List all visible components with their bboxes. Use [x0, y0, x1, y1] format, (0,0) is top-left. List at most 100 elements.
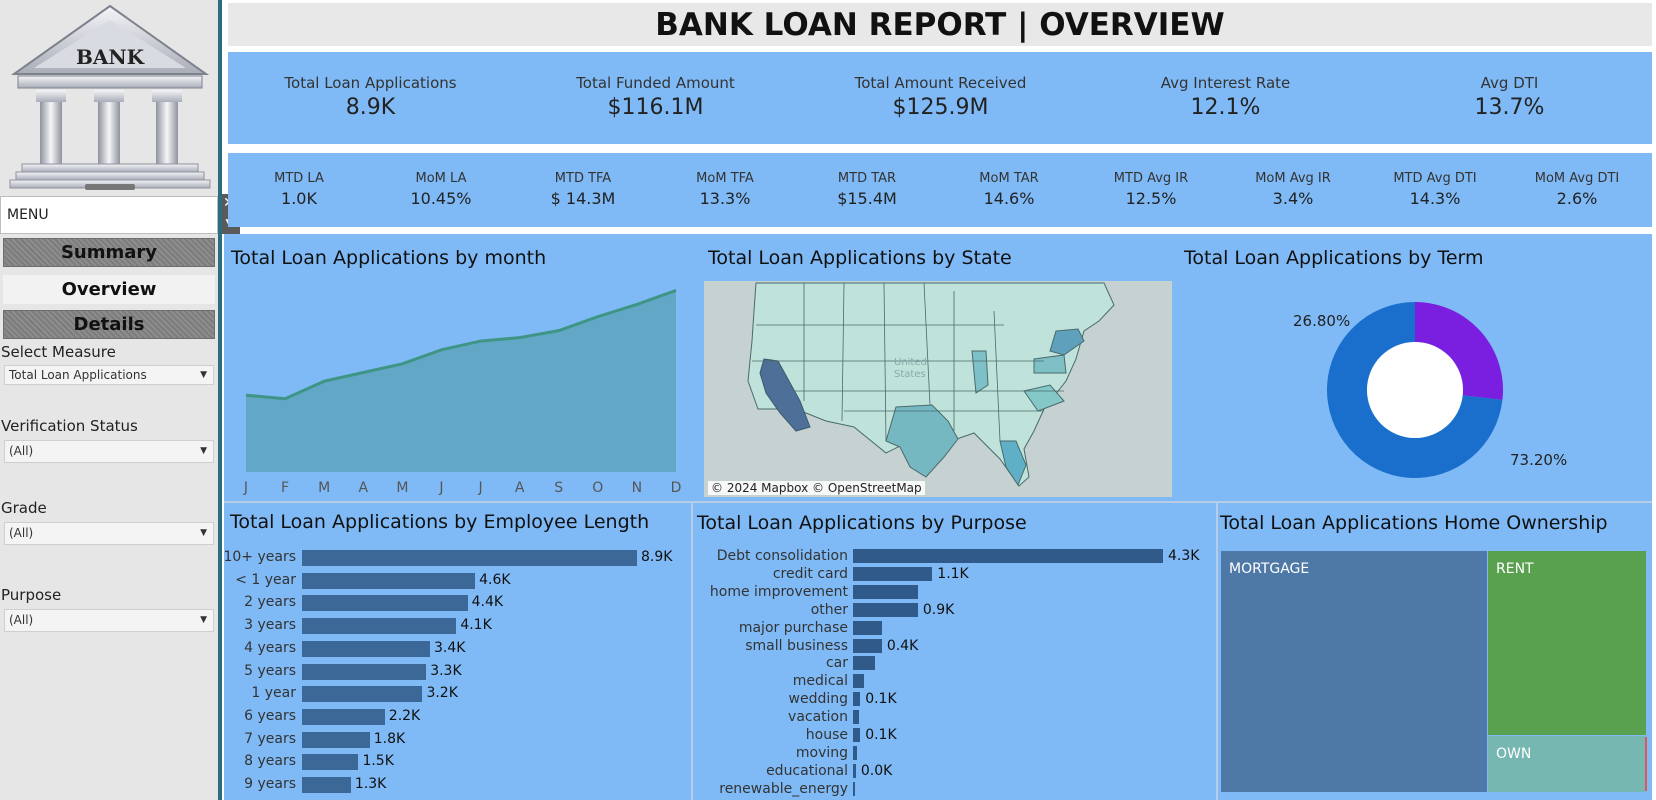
employee-bar: [302, 640, 430, 657]
bar-category-label: credit card: [772, 565, 848, 582]
donut-label: 26.80%: [1293, 312, 1351, 330]
bar-category-label: 4 years: [244, 639, 296, 656]
mtd-value: 10.45%: [410, 189, 472, 208]
kpi-card: Total Funded Amount $116.1M: [513, 52, 798, 120]
employee-bar: [302, 595, 468, 612]
page-title: BANK LOAN REPORT | OVERVIEW: [228, 3, 1652, 46]
purpose-bar: [853, 656, 875, 671]
bar-data-label: 0.9K: [922, 601, 955, 618]
month-tick-label: M: [396, 480, 408, 496]
month-chart-title: Total Loan Applications by month: [231, 247, 547, 269]
bar-data-label: 0.1K: [865, 727, 897, 743]
kpi-card: Avg Interest Rate 12.1%: [1083, 52, 1368, 120]
kpi-card: Avg DTI 13.7%: [1367, 52, 1652, 120]
divider: [691, 502, 693, 800]
purpose-bar: [853, 638, 882, 653]
bar-data-label: 4.3K: [1168, 548, 1200, 564]
mtd-card: MTD TFA $ 14.3M: [512, 153, 654, 208]
employee-chart-title: Total Loan Applications by Employee Leng…: [230, 511, 650, 533]
donut-slice: [1415, 302, 1503, 400]
donut-label: 73.20%: [1510, 451, 1568, 469]
nav-overview-button[interactable]: Overview: [3, 275, 215, 304]
nav-overview-label: Overview: [61, 279, 157, 300]
kpi-value: $125.9M: [892, 95, 989, 120]
treemap-cell: OWN: [1488, 736, 1646, 792]
mtd-card: MTD Avg DTI 14.3%: [1364, 153, 1506, 208]
month-tick-label: M: [318, 480, 330, 496]
employee-bar: [302, 550, 637, 566]
nav-summary-button[interactable]: Summary: [3, 238, 215, 267]
purpose-bar: [853, 745, 858, 760]
menu-dropdown[interactable]: MENU: [0, 196, 218, 234]
month-tick-label: J: [243, 480, 248, 496]
divider: [1216, 502, 1218, 800]
mtd-card: MoM TFA 13.3%: [654, 153, 796, 208]
state-map-title: Total Loan Applications by State: [708, 247, 1012, 269]
filter-measure-label: Select Measure: [1, 343, 116, 361]
purpose-bar: [853, 781, 855, 796]
mtd-value: 1.0K: [281, 189, 317, 208]
filter-verification-value: (All): [9, 444, 34, 458]
kpi-label: Avg DTI: [1480, 74, 1539, 92]
employee-bar: [302, 572, 476, 589]
kpi-value: $116.1M: [607, 95, 704, 120]
nav-details-button[interactable]: Details: [3, 310, 215, 339]
kpi-value: 8.9K: [345, 95, 396, 120]
filter-grade-value: (All): [9, 526, 34, 540]
purpose-bar: [853, 549, 1163, 563]
month-line: [245, 289, 677, 401]
bar-category-label: 10+ years: [223, 549, 296, 565]
bar-category-label: educational: [766, 762, 848, 779]
month-tick-label: N: [632, 480, 642, 496]
bar-category-label: home improvement: [709, 583, 848, 600]
bar-category-label: 7 years: [244, 730, 296, 747]
chevron-down-icon: ▼: [200, 615, 207, 625]
mtd-card: MoM TAR 14.6%: [938, 153, 1080, 208]
donut-hole: [1367, 342, 1463, 438]
state-map[interactable]: United States © 2024 Mapbox © OpenStreet…: [704, 281, 1172, 497]
home-chart-title: Total Loan Applications Home Ownership: [1220, 512, 1608, 534]
filter-verification-select[interactable]: (All) ▼: [4, 440, 214, 463]
mtd-label: MoM TFA: [696, 171, 754, 186]
purpose-bar: [853, 674, 864, 689]
kpi-label: Total Loan Applications: [284, 74, 457, 92]
employee-bar: [302, 731, 370, 748]
bar-data-label: 3.4K: [433, 639, 466, 656]
month-tick-label: J: [438, 480, 443, 496]
bar-data-label: 1.5K: [362, 753, 394, 770]
mtd-card: MTD Avg IR 12.5%: [1080, 153, 1222, 208]
bar-category-label: Debt consolidation: [716, 548, 848, 564]
filter-grade-select[interactable]: (All) ▼: [4, 522, 214, 545]
kpi-value: 13.7%: [1474, 95, 1545, 120]
purpose-chart-title: Total Loan Applications by Purpose: [697, 512, 1027, 534]
mtd-value: $15.4M: [837, 189, 897, 208]
bar-category-label: 1 year: [251, 685, 296, 702]
bar-data-label: 0.1K: [865, 691, 897, 708]
mtd-value: 14.3%: [1409, 189, 1461, 208]
us-map-icon: United States: [704, 281, 1172, 497]
purpose-bar: [853, 620, 882, 635]
purpose-bar: [853, 763, 856, 778]
kpi-card: Total Loan Applications 8.9K: [228, 52, 513, 120]
bar-category-label: vacation: [788, 709, 848, 726]
filter-purpose-label: Purpose: [1, 586, 62, 604]
month-tick-label: O: [592, 480, 603, 496]
divider: [224, 501, 1652, 503]
menu-label: MENU: [7, 207, 49, 223]
mtd-value: 12.5%: [1125, 189, 1177, 208]
filter-purpose-select[interactable]: (All) ▼: [4, 609, 214, 632]
bar-category-label: 3 years: [244, 617, 296, 634]
filter-measure-select[interactable]: Total Loan Applications ▼: [4, 365, 214, 385]
chevron-down-icon: ▼: [200, 528, 207, 538]
mtd-label: MTD Avg DTI: [1393, 171, 1477, 186]
kpi-label: Total Amount Received: [854, 74, 1027, 92]
bar-category-label: moving: [795, 744, 848, 761]
employee-bar: [302, 686, 423, 703]
employee-bar: [302, 777, 351, 793]
treemap-cell: RENT: [1488, 551, 1646, 735]
bar-category-label: medical: [792, 673, 848, 690]
bar-data-label: 1.3K: [354, 776, 387, 792]
bar-category-label: car: [825, 655, 848, 672]
term-chart-title: Total Loan Applications by Term: [1184, 247, 1484, 269]
bar-data-label: 1.1K: [937, 565, 969, 582]
